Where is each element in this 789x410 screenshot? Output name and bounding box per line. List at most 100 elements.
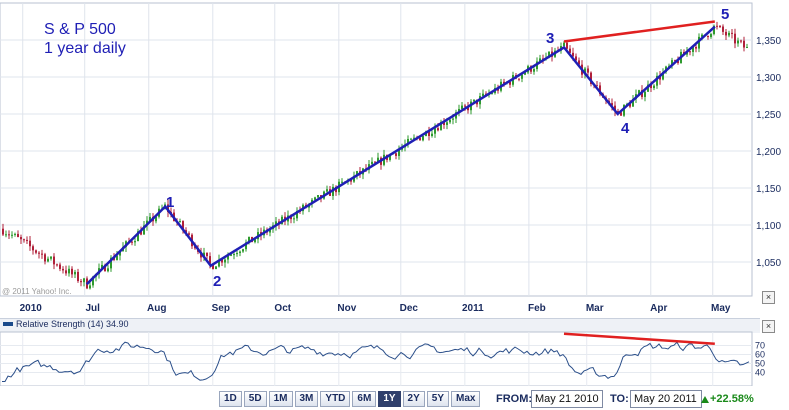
wave-label-3: 3 (546, 30, 555, 47)
candle (47, 256, 49, 263)
range-6m-button[interactable]: 6M (352, 391, 377, 407)
candle (179, 218, 181, 223)
wave-label-1: 1 (166, 194, 175, 211)
range-1d-button[interactable]: 1D (219, 391, 242, 407)
candle (239, 250, 241, 257)
range-5y-button[interactable]: 5Y (426, 391, 450, 407)
rsi-header: Relative Strength (14) 34.90 (0, 318, 760, 333)
close-icon[interactable]: × (762, 291, 775, 304)
rsi-line (2, 341, 750, 382)
candle (53, 253, 55, 270)
from-label: FROM: (496, 393, 533, 405)
candle (740, 39, 742, 44)
candle (722, 24, 724, 35)
candle (23, 238, 25, 243)
candle (245, 239, 247, 252)
rsi-tick-label: 50 (755, 359, 765, 369)
candle (521, 74, 523, 83)
candle (59, 262, 61, 272)
rsi-tick-label: 70 (755, 341, 765, 351)
y-tick-label: 1,350 (756, 36, 781, 47)
candle (62, 266, 64, 274)
candle (80, 279, 82, 287)
legend-swatch-icon (3, 322, 13, 327)
candle (518, 78, 520, 82)
candle (395, 152, 397, 160)
candle (56, 263, 58, 267)
x-tick-label: Mar (586, 303, 604, 314)
candle (569, 45, 571, 54)
price-chart: 2010 Jul Aug Sep Oct Nov Dec 2011 Feb Mar Apr May 1,… (0, 2, 781, 314)
candle (623, 104, 625, 117)
candle (731, 29, 733, 39)
y-tick-label: 1,200 (756, 147, 781, 158)
candle (8, 230, 10, 239)
candle (596, 80, 598, 87)
candle (707, 35, 709, 40)
candle (419, 137, 421, 141)
candle (656, 72, 658, 89)
candle (110, 255, 112, 272)
candle (458, 104, 460, 117)
candles (2, 21, 748, 290)
candle (17, 230, 19, 238)
candle (44, 252, 46, 265)
close-rsi-icon[interactable]: × (762, 320, 775, 333)
range-1m-button[interactable]: 1M (268, 391, 293, 407)
candle (689, 50, 691, 56)
candle (26, 236, 28, 245)
candle (206, 252, 208, 261)
candle (224, 257, 226, 268)
y-tick-label: 1,150 (756, 184, 781, 195)
candle (29, 235, 31, 251)
range-ytd-button[interactable]: YTD (320, 391, 351, 407)
candle (743, 36, 745, 52)
candle (431, 129, 433, 138)
candle (131, 240, 133, 246)
candle (587, 65, 589, 76)
candle (737, 37, 739, 47)
up-arrow-icon (701, 396, 709, 403)
candle (14, 232, 16, 237)
candle (20, 234, 22, 245)
candle (719, 25, 721, 28)
candle (35, 249, 37, 255)
candle (659, 71, 661, 85)
candle (71, 266, 73, 278)
range-selector: 1D 5D 1M 3M YTD 6M 1Y 2Y 5Y Max (219, 391, 481, 407)
candle (77, 268, 79, 283)
candle (32, 244, 34, 255)
wave-label-2: 2 (213, 273, 222, 290)
from-date-field[interactable]: May 21 2010 (531, 390, 603, 408)
candle (2, 223, 4, 237)
candle (398, 145, 400, 160)
range-1y-button[interactable]: 1Y (378, 391, 401, 407)
range-2y-button[interactable]: 2Y (402, 391, 425, 407)
candle (107, 265, 109, 273)
candle (410, 137, 412, 140)
candle (563, 41, 565, 47)
range-5d-button[interactable]: 5D (243, 391, 267, 407)
range-max-button[interactable]: Max (451, 391, 481, 407)
y-tick-label: 1,100 (756, 221, 781, 232)
candle (41, 249, 43, 259)
candle (575, 53, 577, 62)
candle (65, 265, 67, 276)
candle (407, 135, 409, 148)
candle (11, 231, 13, 239)
rsi-tick-label: 40 (755, 368, 765, 378)
x-tick-label: Oct (274, 303, 291, 314)
rsi-divergence-line (563, 332, 715, 345)
x-tick-label: Aug (147, 303, 166, 314)
candle (38, 251, 40, 259)
range-3m-button[interactable]: 3M (294, 391, 319, 407)
x-tick-label: Nov (337, 303, 356, 314)
to-date-field[interactable]: May 20 2011 (630, 390, 702, 408)
candle (443, 118, 445, 129)
x-tick-label: Apr (650, 303, 667, 314)
candle (242, 248, 244, 253)
rsi-plot-area (0, 331, 753, 386)
wave-line (85, 25, 716, 286)
candle (440, 119, 442, 131)
x-tick-label: 2010 (20, 303, 43, 314)
